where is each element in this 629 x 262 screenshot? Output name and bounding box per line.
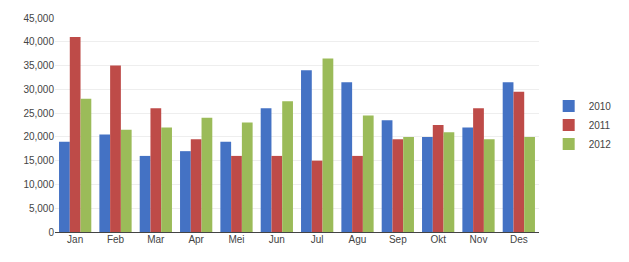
svg-text:30,000: 30,000 [23,84,54,95]
svg-text:15,000: 15,000 [23,155,54,166]
svg-text:Jan: Jan [67,234,83,245]
svg-text:Jul: Jul [311,234,324,245]
svg-text:Mei: Mei [228,234,244,245]
svg-text:25,000: 25,000 [23,108,54,119]
svg-text:Sep: Sep [389,234,407,245]
svg-text:5,000: 5,000 [29,203,54,214]
svg-text:Nov: Nov [470,234,488,245]
svg-text:2010: 2010 [589,101,612,112]
svg-text:Apr: Apr [188,234,204,245]
svg-text:Jun: Jun [269,234,285,245]
svg-text:2012: 2012 [589,139,612,150]
svg-text:40,000: 40,000 [23,36,54,47]
svg-text:Feb: Feb [107,234,125,245]
svg-text:Mar: Mar [147,234,165,245]
svg-text:35,000: 35,000 [23,60,54,71]
svg-text:Okt: Okt [430,234,446,245]
svg-text:2011: 2011 [589,120,611,131]
svg-text:20,000: 20,000 [23,131,54,142]
svg-text:10,000: 10,000 [23,179,54,190]
svg-text:45,000: 45,000 [23,13,54,24]
svg-text:Des: Des [510,234,528,245]
svg-text:Agu: Agu [349,234,367,245]
svg-text:0: 0 [48,227,54,238]
